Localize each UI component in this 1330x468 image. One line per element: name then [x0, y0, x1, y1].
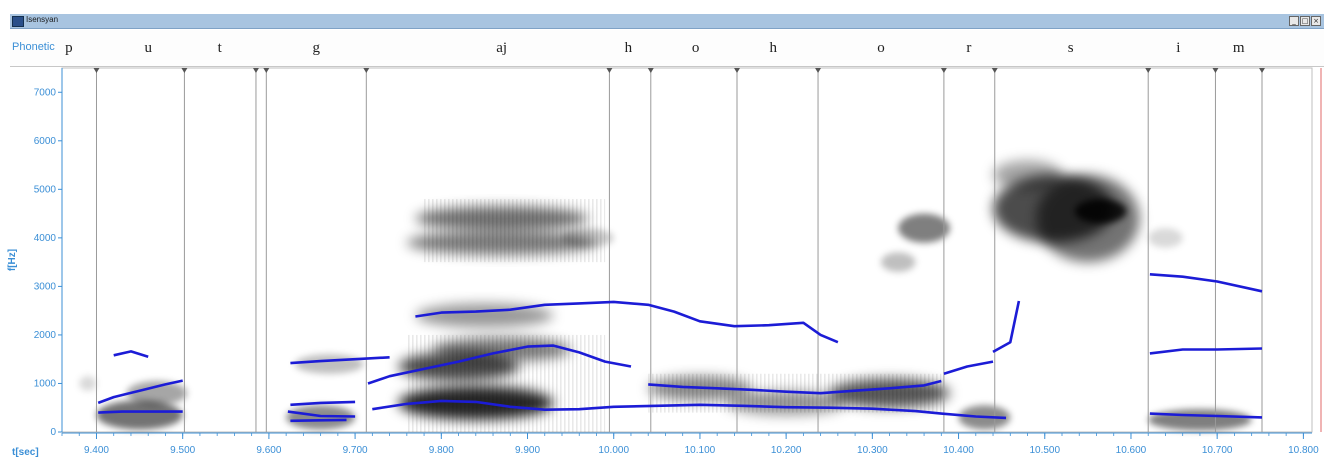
spectral-energy: [96, 400, 183, 430]
minimize-button[interactable]: _: [1289, 16, 1299, 26]
segment-label[interactable]: m: [1232, 40, 1245, 56]
x-tick-label: 9.800: [429, 445, 454, 456]
formant-track-f2: [97, 379, 183, 405]
x-tick-label: 9.600: [256, 445, 281, 456]
y-tick-label: 3000: [34, 281, 57, 292]
y-axis-label: f[Hz]: [7, 249, 18, 271]
formant-track-f3: [1149, 273, 1263, 293]
frequency-axis: 0 1000 2000 3000 4000 5000 6000 7000: [34, 68, 63, 438]
formant-track-f3: [992, 300, 1021, 354]
segment-label[interactable]: o: [877, 40, 885, 56]
formant-track-f3: [113, 350, 149, 359]
x-tick-label: 9.900: [515, 445, 540, 456]
formant-track-f3: [415, 300, 839, 344]
boundary-marker[interactable]: [940, 68, 947, 73]
close-button[interactable]: ×: [1311, 16, 1321, 26]
segment-label[interactable]: s: [1067, 40, 1074, 56]
boundary-marker[interactable]: [1259, 68, 1265, 73]
formant-track-f1: [372, 399, 1007, 420]
formant-track-f3: [290, 356, 390, 365]
boundary-marker[interactable]: [734, 68, 740, 73]
window-title-bar: Isensyan _ □ ×: [10, 14, 1324, 29]
formant-track-f2: [648, 379, 942, 395]
window-title: Isensyan: [26, 15, 59, 24]
segment-label[interactable]: u: [144, 40, 152, 56]
spectral-energy: [79, 376, 97, 391]
segment-label[interactable]: i: [1176, 40, 1181, 56]
boundary-marker[interactable]: [181, 68, 188, 73]
x-tick-label: 9.500: [170, 445, 195, 456]
maximize-button[interactable]: □: [1300, 16, 1310, 26]
boundary-marker[interactable]: [93, 68, 100, 73]
x-tick-label: 10.500: [1029, 445, 1060, 456]
spectral-energy: [126, 381, 187, 406]
segment-label[interactable]: t: [217, 40, 222, 56]
x-tick-label: 10.000: [598, 445, 629, 456]
boundary-marker[interactable]: [363, 68, 370, 73]
y-tick-label: 0: [50, 427, 56, 438]
spectral-energy: [898, 213, 950, 243]
boundary-marker[interactable]: [252, 68, 259, 73]
app-icon: [12, 16, 24, 27]
y-tick-label: 6000: [34, 136, 57, 147]
formant-track-f1: [287, 410, 356, 418]
segment-boundaries: [93, 68, 1265, 432]
y-tick-label: 4000: [34, 233, 57, 244]
boundary-marker[interactable]: [606, 68, 613, 73]
segment-label[interactable]: aj: [496, 40, 508, 56]
time-axis: 9.400 9.500 9.600 9.700 9.800 9.900 10.000 10.1…: [61, 432, 1319, 456]
boundary-marker[interactable]: [1145, 68, 1152, 73]
x-tick-label: 10.800: [1288, 445, 1319, 456]
glottal-striations: [424, 199, 606, 263]
boundary-marker[interactable]: [263, 68, 270, 73]
tier-label: Phonetic: [12, 41, 55, 53]
formant-track-f1: [290, 418, 347, 423]
boundary-marker[interactable]: [815, 68, 822, 73]
boundary-marker[interactable]: [1212, 68, 1219, 73]
segment-label[interactable]: r: [966, 40, 972, 56]
spectral-energy: [1148, 409, 1252, 431]
x-tick-label: 10.300: [857, 445, 888, 456]
formant-track-f2: [367, 344, 632, 385]
phonetic-tier[interactable]: Phonetic p u t g aj h o h o r s i m: [10, 30, 1324, 67]
glottal-striations: [406, 334, 606, 432]
spectral-energy: [294, 354, 364, 374]
spectral-energy: [1148, 228, 1183, 248]
formant-track-f1: [98, 410, 183, 414]
segment-label[interactable]: g: [312, 40, 321, 56]
y-tick-label: 7000: [34, 87, 57, 98]
boundary-marker[interactable]: [647, 68, 654, 73]
spectral-energy: [880, 252, 916, 272]
spectral-energy: [993, 160, 1062, 190]
x-tick-label: 10.400: [943, 445, 974, 456]
x-tick-label: 10.600: [1116, 445, 1147, 456]
spectral-energy: [1074, 199, 1127, 224]
y-tick-label: 1000: [34, 378, 57, 389]
x-tick-label: 9.700: [343, 445, 368, 456]
formant-track-f1: [1149, 412, 1263, 419]
y-tick-label: 2000: [34, 330, 57, 341]
x-axis-label: t[sec]: [12, 447, 39, 458]
x-tick-label: 9.400: [84, 445, 109, 456]
x-tick-label: 10.100: [685, 445, 716, 456]
window-controls: _ □ ×: [1289, 16, 1321, 26]
spectral-energy: [286, 405, 356, 430]
segment-label[interactable]: o: [691, 40, 700, 56]
x-tick-label: 10.200: [771, 445, 802, 456]
segment-label[interactable]: p: [65, 40, 73, 56]
y-tick-label: 5000: [34, 184, 57, 195]
formant-tracks: [97, 273, 1263, 423]
x-tick-label: 10.700: [1202, 445, 1233, 456]
formant-track-f2: [1149, 347, 1263, 355]
formant-track-f2: [290, 400, 356, 407]
segment-label[interactable]: h: [624, 40, 633, 56]
boundary-marker[interactable]: [991, 68, 998, 73]
segment-label[interactable]: h: [769, 40, 777, 56]
formant-track-f2: [943, 360, 994, 376]
